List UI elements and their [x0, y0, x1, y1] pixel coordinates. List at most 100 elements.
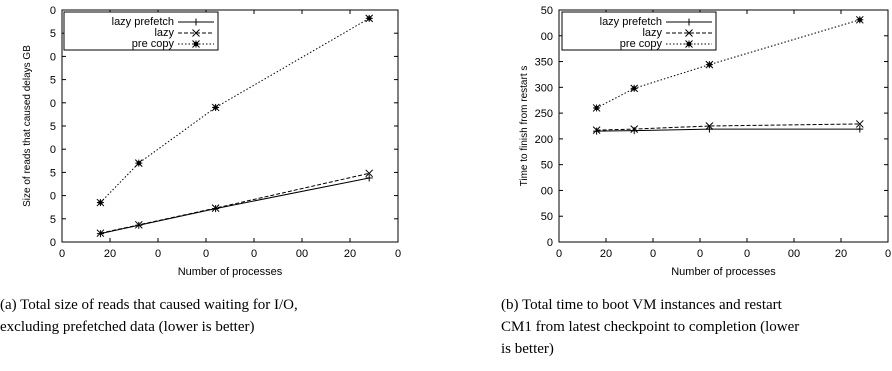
data-point-pre-copy-core — [213, 105, 218, 110]
y-tick-label: 0 — [50, 191, 56, 203]
x-tick-label: 20 — [104, 248, 116, 260]
data-point-lazy — [134, 220, 143, 229]
legend-swatch-marker-d2 — [192, 29, 200, 37]
legend-swatch-marker — [192, 29, 200, 37]
y-tick-label: 0 — [50, 51, 56, 63]
data-point-pre-copy-core — [857, 17, 862, 22]
y-tick-label: 0 — [547, 237, 553, 249]
y-axis-label: Time to finish from restart s — [519, 66, 530, 187]
data-point-lazy — [705, 122, 714, 130]
data-point-pre-copy-core — [707, 62, 712, 67]
legend-label: lazy — [154, 27, 174, 39]
x-tick-label: 00 — [788, 248, 800, 260]
caption-b-line-3: is better) — [501, 341, 554, 357]
data-point-lazy-d2 — [134, 220, 143, 229]
y-tick-label: 5 — [50, 75, 56, 87]
x-tick-label: 0 — [744, 248, 750, 260]
x-tick-label: 0 — [650, 248, 656, 260]
x-axis-label: Number of processes — [178, 266, 283, 278]
data-point-pre-copy — [630, 84, 639, 93]
data-point-pre-copy — [365, 14, 374, 23]
legend-swatch-marker-core — [194, 42, 198, 46]
legend-label: lazy prefetch — [600, 16, 662, 28]
legend-label: lazy — [642, 27, 662, 39]
legend-label: pre copy — [132, 38, 175, 50]
data-point-pre-copy — [592, 104, 601, 112]
data-point-pre-copy — [96, 198, 105, 207]
y-tick-label: 50 — [541, 211, 553, 223]
series-line-lazy — [596, 123, 860, 131]
caption-a-line-1: (a) Total size of reads that caused wait… — [0, 297, 298, 313]
y-tick-label: 0 — [50, 98, 56, 110]
data-point-lazy — [365, 169, 374, 178]
series-line-pre-copy — [100, 17, 370, 203]
data-point-lazy-d2 — [365, 169, 374, 178]
series-line-lazy-prefetch — [596, 128, 860, 132]
x-tick-label: 0 — [59, 248, 65, 260]
x-tick-label: 20 — [835, 248, 847, 260]
data-point-pre-copy — [855, 15, 864, 24]
series-line-lazy — [100, 172, 370, 234]
y-tick-label: 350 — [535, 57, 553, 69]
data-point-pre-copy-core — [98, 200, 103, 205]
data-point-lazy-prefetch — [856, 125, 864, 133]
data-point-pre-copy-core — [632, 86, 637, 91]
y-tick-label: 5 — [50, 121, 56, 133]
x-tick-label: 0 — [697, 248, 703, 260]
x-tick-label: 0 — [155, 248, 161, 260]
y-tick-label: 0 — [50, 5, 56, 17]
x-tick-label: 00 — [296, 248, 308, 260]
data-point-pre-copy-core — [594, 105, 599, 110]
y-tick-label: 5 — [50, 167, 56, 179]
data-point-lazy-d2 — [96, 229, 105, 238]
data-point-lazy-prefetch — [593, 127, 601, 135]
x-tick-label: 0 — [556, 248, 562, 260]
y-tick-label: 00 — [541, 31, 553, 43]
data-point-pre-copy — [211, 103, 220, 112]
legend-swatch-marker — [192, 40, 200, 48]
legend-label: lazy prefetch — [112, 16, 174, 28]
caption-b-line-1: (b) Total time to boot VM instances and … — [501, 297, 783, 313]
data-point-lazy — [855, 120, 864, 128]
series-line-pre-copy — [596, 19, 860, 109]
legend-swatch-marker-core — [687, 42, 691, 46]
y-axis-label: Size of reads that caused delays GB — [22, 45, 33, 207]
y-tick-label: 50 — [541, 5, 553, 17]
x-tick-label: 0 — [203, 248, 209, 260]
legend-swatch-marker — [192, 18, 200, 26]
x-tick-label: 20 — [344, 248, 356, 260]
data-point-lazy — [211, 204, 220, 212]
data-point-lazy — [630, 125, 639, 133]
y-tick-label: 300 — [535, 82, 553, 94]
data-point-lazy-d2 — [630, 125, 639, 133]
x-tick-label: 20 — [600, 248, 612, 260]
data-point-lazy-d2 — [855, 120, 864, 128]
x-tick-label: 0 — [395, 248, 401, 260]
data-point-pre-copy-core — [136, 161, 141, 166]
caption-b-line-2: CM1 from latest checkpoint to completion… — [501, 319, 799, 335]
data-point-pre-copy — [705, 60, 714, 69]
legend-label: pre copy — [620, 38, 663, 50]
data-point-pre-copy — [134, 159, 143, 167]
y-tick-label: 5 — [50, 214, 56, 226]
y-tick-label: 0 — [50, 144, 56, 156]
y-tick-label: 5 — [50, 28, 56, 40]
x-tick-label: 0 — [885, 248, 891, 260]
data-point-lazy-prefetch — [705, 125, 713, 133]
legend-swatch-marker — [685, 18, 693, 26]
plot-frame — [558, 9, 889, 243]
data-point-lazy-d2 — [705, 122, 714, 130]
data-point-lazy — [96, 229, 105, 238]
y-tick-label: 0 — [50, 237, 56, 249]
y-tick-label: 50 — [541, 160, 553, 172]
data-point-lazy-d2 — [211, 204, 220, 212]
x-axis-label: Number of processes — [671, 266, 776, 278]
caption-a-line-2: excluding prefetched data (lower is bett… — [0, 319, 254, 335]
data-point-lazy-d2 — [592, 126, 601, 134]
legend-swatch-marker-d2 — [685, 29, 693, 37]
